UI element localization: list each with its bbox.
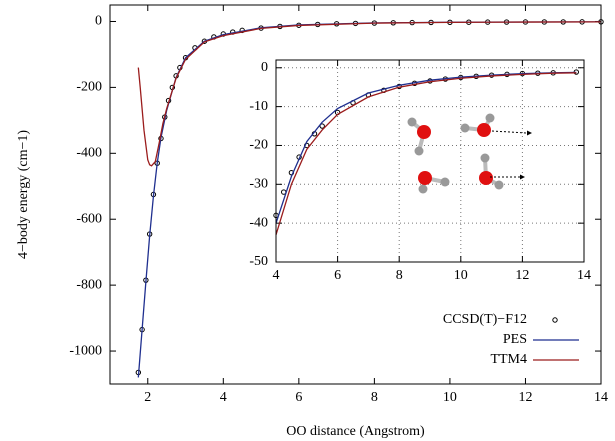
molecule-illustration [407,113,532,194]
arrow-head [520,174,525,180]
x-tick-label: 2 [144,390,151,405]
y-tick-label: -50 [249,254,268,269]
atom [440,177,450,187]
x-tick-label: 14 [594,390,608,405]
inset-background [276,60,584,262]
y-tick-label: -400 [76,146,102,161]
legend-label: CCSD(T)−F12 [443,312,527,327]
data-point [319,123,325,129]
legend-label: TTM4 [490,352,527,367]
y-tick-label: 0 [261,60,268,75]
dotted-arrow [491,130,528,134]
inset-chart: -50 -40 -30 -20 -10 0 4 6 8 10 12 14 [249,59,591,283]
plot-area [135,19,604,378]
atom [479,171,493,185]
y-tick-label: -20 [249,138,268,153]
y-axis-label: 4−body energy (cm−1) [16,130,31,259]
y-tick-label: 0 [95,14,102,29]
y-tick-label: -1000 [69,343,102,358]
atom [485,113,495,123]
x-tick-label: 10 [454,268,468,283]
x-tick-label: 12 [518,390,532,405]
y-tick-label: -800 [76,277,102,292]
y-tick-label: -200 [76,80,102,95]
legend-label: PES [503,332,527,347]
atom [480,153,490,163]
data-line [137,21,602,167]
legend-marker [552,317,558,323]
atom [407,117,417,127]
atom [494,180,504,190]
atom [477,123,491,137]
arrow-head [527,130,532,136]
data-line [275,71,577,224]
x-tick-label: 4 [220,390,227,405]
x-tick-label: 6 [295,390,302,405]
atom [460,123,470,133]
atom [418,184,428,194]
x-axis-label: OO distance (Angstrom) [286,424,425,439]
atom [417,125,431,139]
x-tick-label: 8 [396,268,403,283]
atom [414,146,424,156]
x-tick-label: 14 [577,268,591,283]
plot-frame [275,59,585,263]
y-tick-label: -30 [249,177,268,192]
data-line [275,72,577,235]
y-tick-label: -40 [249,215,268,230]
y-tick-label: -600 [76,211,102,226]
x-tick-label: 8 [371,390,378,405]
x-tick-label: 6 [334,268,341,283]
plot-frame [109,4,602,385]
x-tick-label: 10 [443,390,457,405]
x-tick-label: 12 [515,268,529,283]
y-tick-label: -10 [249,99,268,114]
x-tick-label: 4 [273,268,280,283]
atom [418,171,432,185]
